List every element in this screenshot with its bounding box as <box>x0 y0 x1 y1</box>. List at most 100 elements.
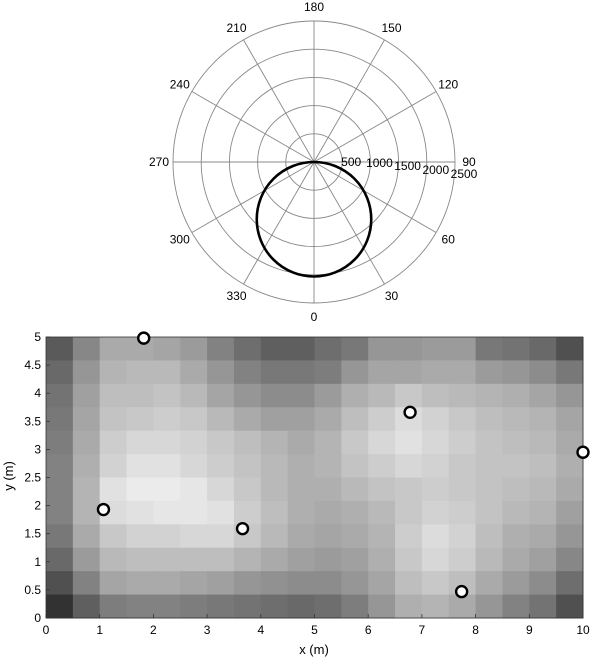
heatmap-cell <box>46 477 74 502</box>
heatmap-cell <box>556 430 584 455</box>
heatmap-cell <box>126 524 154 549</box>
heatmap-cell <box>341 430 369 455</box>
y-tick-label: 0 <box>34 611 41 625</box>
heatmap-cell <box>448 524 477 549</box>
heatmap-cell <box>314 383 342 408</box>
heatmap-cell <box>126 383 154 408</box>
heatmap-cell <box>46 407 74 432</box>
heatmap-cell <box>529 500 557 525</box>
heatmap-cell <box>233 337 262 361</box>
heatmap-cell <box>341 407 369 432</box>
heatmap-cell <box>287 383 315 408</box>
x-axis-label: x (m) <box>299 642 329 657</box>
heatmap-cell <box>368 477 396 502</box>
angle-tick-label: 240 <box>170 78 190 92</box>
heatmap-cell <box>556 454 584 478</box>
heatmap-cell <box>207 430 235 455</box>
polar-spoke <box>243 39 315 163</box>
heatmap-cell <box>153 571 181 596</box>
heatmap-cell <box>180 547 208 572</box>
heatmap-cell <box>46 430 74 455</box>
heatmap-cell <box>260 430 289 455</box>
heatmap-cell <box>368 407 396 432</box>
heatmap-cell <box>207 407 235 432</box>
heatmap-cell <box>260 477 289 502</box>
heatmap-cell <box>72 547 101 572</box>
heatmap-cell <box>72 477 101 502</box>
y-tick-label: 3 <box>34 442 41 456</box>
heatmap-cell <box>448 360 477 385</box>
heatmap-cell <box>341 337 369 361</box>
heatmap-cell <box>233 454 262 478</box>
heatmap-cell <box>233 477 262 502</box>
heatmap-cell <box>341 383 369 408</box>
heatmap-cell <box>72 383 101 408</box>
heatmap-cell <box>341 524 369 549</box>
heatmap-cell <box>72 454 101 478</box>
y-tick-label: 5 <box>34 330 41 344</box>
heatmap-cell <box>207 547 235 572</box>
heatmap-cell <box>502 547 530 572</box>
x-tick-label: 6 <box>365 623 372 637</box>
heatmap-cell <box>180 524 208 549</box>
heatmap-cell <box>207 360 235 385</box>
heatmap-cell <box>46 383 74 408</box>
heatmap-cell <box>475 477 503 502</box>
heatmap-cell <box>448 547 477 572</box>
heatmap-cell <box>556 524 584 549</box>
heatmap-cell <box>314 430 342 455</box>
heatmap-cell <box>153 360 181 385</box>
heatmap-cell <box>126 500 154 525</box>
heatmap-cell <box>207 594 235 619</box>
heatmap-cell <box>341 360 369 385</box>
heatmap-cell <box>260 547 289 572</box>
heatmap-cell <box>502 524 530 549</box>
heatmap-cell <box>368 360 396 385</box>
x-tick-label: 9 <box>526 623 533 637</box>
radial-tick-label: 1000 <box>366 156 393 170</box>
heatmap-cell <box>46 500 74 525</box>
heatmap-cell <box>395 547 423 572</box>
heatmap-cell <box>153 383 181 408</box>
heatmap-cell <box>99 430 128 455</box>
heatmap-cell <box>233 407 262 432</box>
heatmap-cell <box>72 524 101 549</box>
heatmap-cell <box>153 477 181 502</box>
angle-tick-label: 90 <box>462 155 476 169</box>
heatmap-plot: 0 1 2 3 4 5 6 7 8 9 10 0 0.5 1 1.5 2 2.5 3 3.5 4 4.5 5 <box>24 330 590 637</box>
heatmap-cell <box>475 360 503 385</box>
sensor-marker <box>96 502 111 517</box>
heatmap-cell <box>314 547 342 572</box>
heatmap-cell <box>556 477 584 502</box>
heatmap-cell <box>153 407 181 432</box>
angle-tick-label: 150 <box>381 21 401 35</box>
heatmap-cell <box>529 571 557 596</box>
heatmap-cell <box>502 407 530 432</box>
heatmap-cell <box>395 430 423 455</box>
heatmap-cell <box>556 547 584 572</box>
heatmap-cell <box>233 547 262 572</box>
radial-tick-label: 2000 <box>422 163 449 177</box>
heatmap-cell <box>368 571 396 596</box>
heatmap-cell <box>99 524 128 549</box>
heatmap-cell <box>556 360 584 385</box>
heatmap-cell <box>314 524 342 549</box>
heatmap-cell <box>475 383 503 408</box>
heatmap-cell <box>448 430 477 455</box>
heatmap-cell <box>153 430 181 455</box>
heatmap-cell <box>207 477 235 502</box>
heatmap-cell <box>475 454 503 478</box>
heatmap-cell <box>314 454 342 478</box>
heatmap-cell <box>260 383 289 408</box>
radial-tick-label: 1500 <box>394 159 421 173</box>
heatmap-cell <box>421 430 450 455</box>
polar-spoke <box>313 161 437 233</box>
heatmap-cell <box>287 524 315 549</box>
heatmap-cell <box>180 360 208 385</box>
heatmap-cell <box>421 594 450 619</box>
heatmap-cell <box>368 383 396 408</box>
heatmap-cell <box>395 500 423 525</box>
heatmap-cell <box>287 430 315 455</box>
polar-spoke <box>313 39 385 163</box>
heatmap-cell <box>99 407 128 432</box>
